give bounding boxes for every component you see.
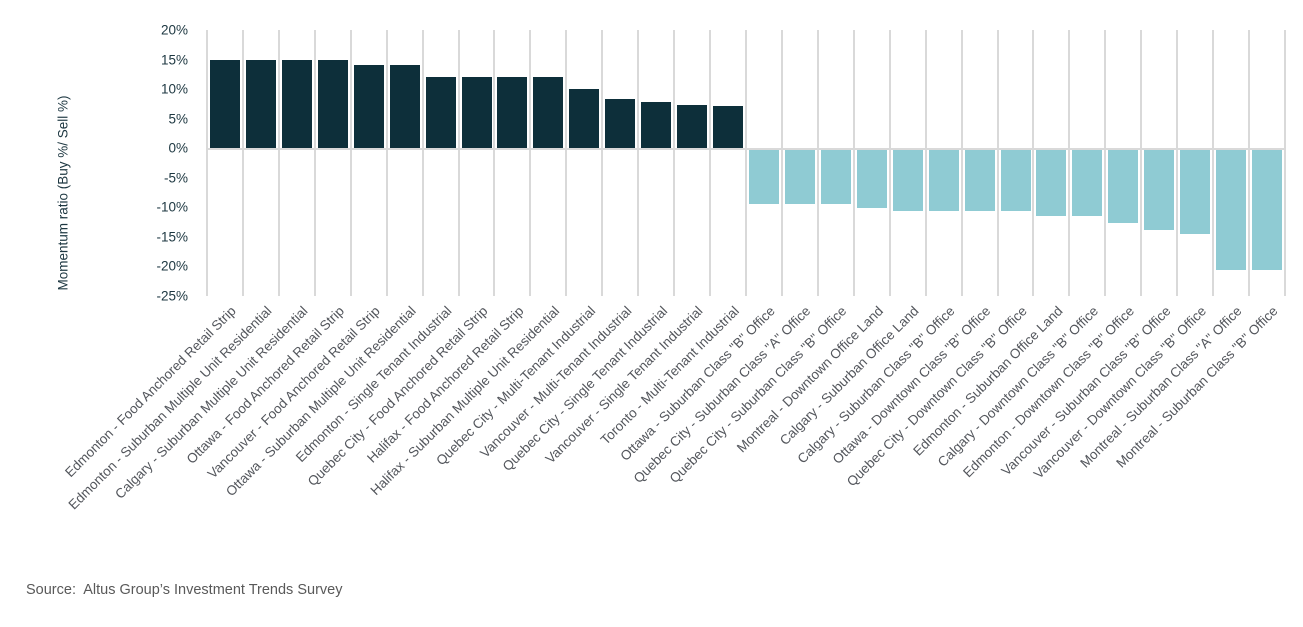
bar-19: [856, 149, 887, 209]
bar-4: [317, 59, 348, 149]
vertical-gridline: [421, 30, 424, 296]
vertical-gridline: [852, 30, 855, 296]
bar-8: [461, 77, 492, 149]
y-tick-label: 0%: [168, 140, 188, 156]
vertical-gridline: [709, 30, 712, 296]
y-tick-label: -20%: [156, 258, 188, 274]
vertical-gridline: [493, 30, 496, 296]
bar-11: [569, 89, 600, 149]
bar-26: [1108, 149, 1139, 224]
vertical-gridline: [457, 30, 460, 296]
bar-7: [425, 77, 456, 149]
bar-3: [281, 59, 312, 149]
y-axis-title: Momentum ratio (Buy %/ Sell %): [55, 95, 71, 291]
vertical-gridline: [601, 30, 604, 296]
zero-axis-line: [207, 148, 1285, 150]
vertical-gridline: [1284, 30, 1286, 296]
y-tick-label: -15%: [156, 229, 188, 245]
bar-25: [1072, 149, 1103, 216]
vertical-gridline: [996, 30, 999, 296]
bar-13: [641, 102, 672, 149]
vertical-gridline: [529, 30, 532, 296]
vertical-gridline: [816, 30, 819, 296]
bar-6: [389, 65, 420, 149]
bar-1: [209, 59, 240, 149]
vertical-gridline: [1248, 30, 1251, 296]
y-tick-label: 10%: [160, 81, 188, 97]
vertical-gridline: [385, 30, 388, 296]
vertical-gridline: [1068, 30, 1071, 296]
y-tick-label: -25%: [156, 288, 188, 304]
y-tick-label: -5%: [163, 170, 188, 186]
vertical-gridline: [1176, 30, 1179, 296]
bar-24: [1036, 149, 1067, 216]
bar-29: [1216, 149, 1247, 271]
vertical-gridline: [673, 30, 676, 296]
y-tick-label: -10%: [156, 199, 188, 215]
y-tick-label: 20%: [160, 22, 188, 38]
vertical-gridline: [241, 30, 244, 296]
vertical-gridline: [206, 30, 208, 296]
bar-18: [820, 149, 851, 204]
bar-28: [1180, 149, 1211, 235]
bar-5: [353, 65, 384, 149]
vertical-gridline: [1140, 30, 1143, 296]
vertical-gridline: [277, 30, 280, 296]
bar-16: [748, 149, 779, 204]
vertical-gridline: [745, 30, 747, 296]
bar-14: [677, 105, 708, 149]
vertical-gridline: [1104, 30, 1107, 296]
vertical-gridline: [565, 30, 568, 296]
source-caption: Source: Altus Group’s Investment Trends …: [26, 582, 343, 598]
bar-27: [1144, 149, 1175, 230]
bar-22: [964, 149, 995, 212]
vertical-gridline: [1212, 30, 1215, 296]
bar-12: [605, 98, 636, 149]
vertical-gridline: [313, 30, 316, 296]
y-tick-label: 5%: [168, 110, 188, 126]
vertical-gridline: [960, 30, 963, 296]
vertical-gridline: [349, 30, 352, 296]
vertical-gridline: [1032, 30, 1035, 296]
vertical-gridline: [924, 30, 927, 296]
bar-20: [892, 149, 923, 212]
bar-2: [245, 59, 276, 149]
vertical-gridline: [780, 30, 783, 296]
y-tick-label: 15%: [160, 51, 188, 67]
vertical-gridline: [637, 30, 640, 296]
bar-30: [1252, 149, 1283, 271]
vertical-gridline: [888, 30, 891, 296]
bar-9: [497, 77, 528, 149]
bar-17: [784, 149, 815, 204]
bar-15: [713, 106, 744, 149]
bar-21: [928, 149, 959, 212]
bar-10: [533, 77, 564, 149]
bar-23: [1000, 149, 1031, 212]
